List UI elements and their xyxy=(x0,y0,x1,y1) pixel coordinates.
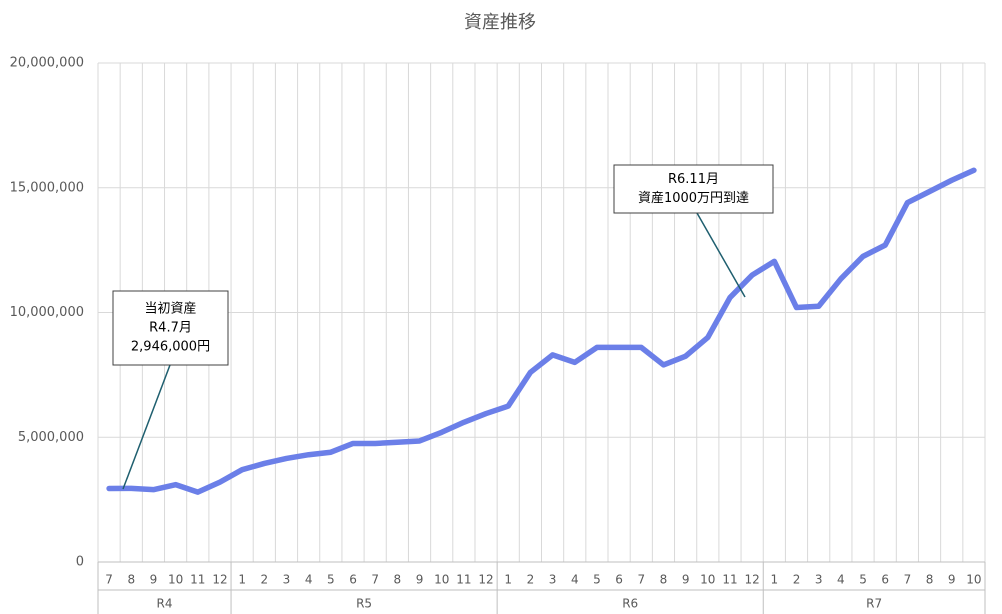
callout-text: R4.7月 xyxy=(149,321,192,336)
x-tick-label: 10 xyxy=(168,573,183,587)
x-tick-label: 5 xyxy=(327,573,335,587)
callout-box xyxy=(613,164,774,214)
x-tick-label: 6 xyxy=(615,573,623,587)
x-tick-label: 11 xyxy=(456,573,471,587)
x-tick-label: 10 xyxy=(966,573,981,587)
group-label: R4 xyxy=(157,597,173,611)
x-tick-label: 9 xyxy=(682,573,690,587)
x-tick-label: 7 xyxy=(904,573,912,587)
x-tick-label: 2 xyxy=(527,573,535,587)
group-label: R5 xyxy=(356,597,372,611)
x-tick-label: 1 xyxy=(238,573,246,587)
x-tick-label: 12 xyxy=(745,573,760,587)
x-tick-label: 6 xyxy=(349,573,357,587)
x-tick-label: 4 xyxy=(571,573,579,587)
x-tick-label: 9 xyxy=(150,573,158,587)
x-tick-label: 8 xyxy=(394,573,402,587)
x-tick-label: 3 xyxy=(549,573,557,587)
x-tick-label: 4 xyxy=(305,573,313,587)
x-tick-label: 4 xyxy=(837,573,845,587)
x-tick-label: 2 xyxy=(793,573,801,587)
callout-pointer xyxy=(696,212,746,298)
x-tick-label: 8 xyxy=(127,573,135,587)
x-tick-label: 3 xyxy=(815,573,823,587)
y-tick-label: 0 xyxy=(76,555,84,570)
x-tick-label: 8 xyxy=(926,573,934,587)
callout-box xyxy=(112,290,229,366)
x-tick-label: 12 xyxy=(212,573,227,587)
x-tick-label: 12 xyxy=(478,573,493,587)
x-tick-label: 8 xyxy=(660,573,668,587)
callout-text: 資産1000万円到達 xyxy=(638,190,749,206)
x-tick-label: 5 xyxy=(593,573,601,587)
callout-text: 2,946,000円 xyxy=(131,340,210,355)
y-tick-label: 20,000,000 xyxy=(10,56,84,71)
x-tick-label: 1 xyxy=(504,573,512,587)
callout-pointer xyxy=(122,364,171,490)
x-tick-label: 10 xyxy=(700,573,715,587)
x-tick-label: 11 xyxy=(722,573,737,587)
series-line xyxy=(106,167,977,495)
callout-text: R6.11月 xyxy=(668,172,719,187)
group-label: R7 xyxy=(866,597,882,611)
group-label: R6 xyxy=(622,597,638,611)
x-tick-label: 10 xyxy=(434,573,449,587)
x-tick-label: 2 xyxy=(260,573,268,587)
x-tick-label: 7 xyxy=(105,573,113,587)
x-tick-label: 6 xyxy=(881,573,889,587)
x-tick-label: 7 xyxy=(371,573,379,587)
callout-text: 当初資産 xyxy=(144,301,196,317)
y-tick-label: 10,000,000 xyxy=(10,305,84,320)
y-tick-label: 5,000,000 xyxy=(18,430,84,445)
x-tick-label: 11 xyxy=(190,573,205,587)
x-tick-label: 9 xyxy=(948,573,956,587)
x-tick-label: 1 xyxy=(771,573,779,587)
x-tick-label: 3 xyxy=(283,573,291,587)
x-tick-label: 9 xyxy=(416,573,424,587)
callout: 当初資産 R4.7月 2,946,000円 xyxy=(112,290,229,490)
x-tick-label: 7 xyxy=(637,573,645,587)
x-tick-label: 5 xyxy=(859,573,867,587)
y-tick-label: 15,000,000 xyxy=(10,180,84,195)
chart-title: 資産推移 xyxy=(464,12,536,33)
